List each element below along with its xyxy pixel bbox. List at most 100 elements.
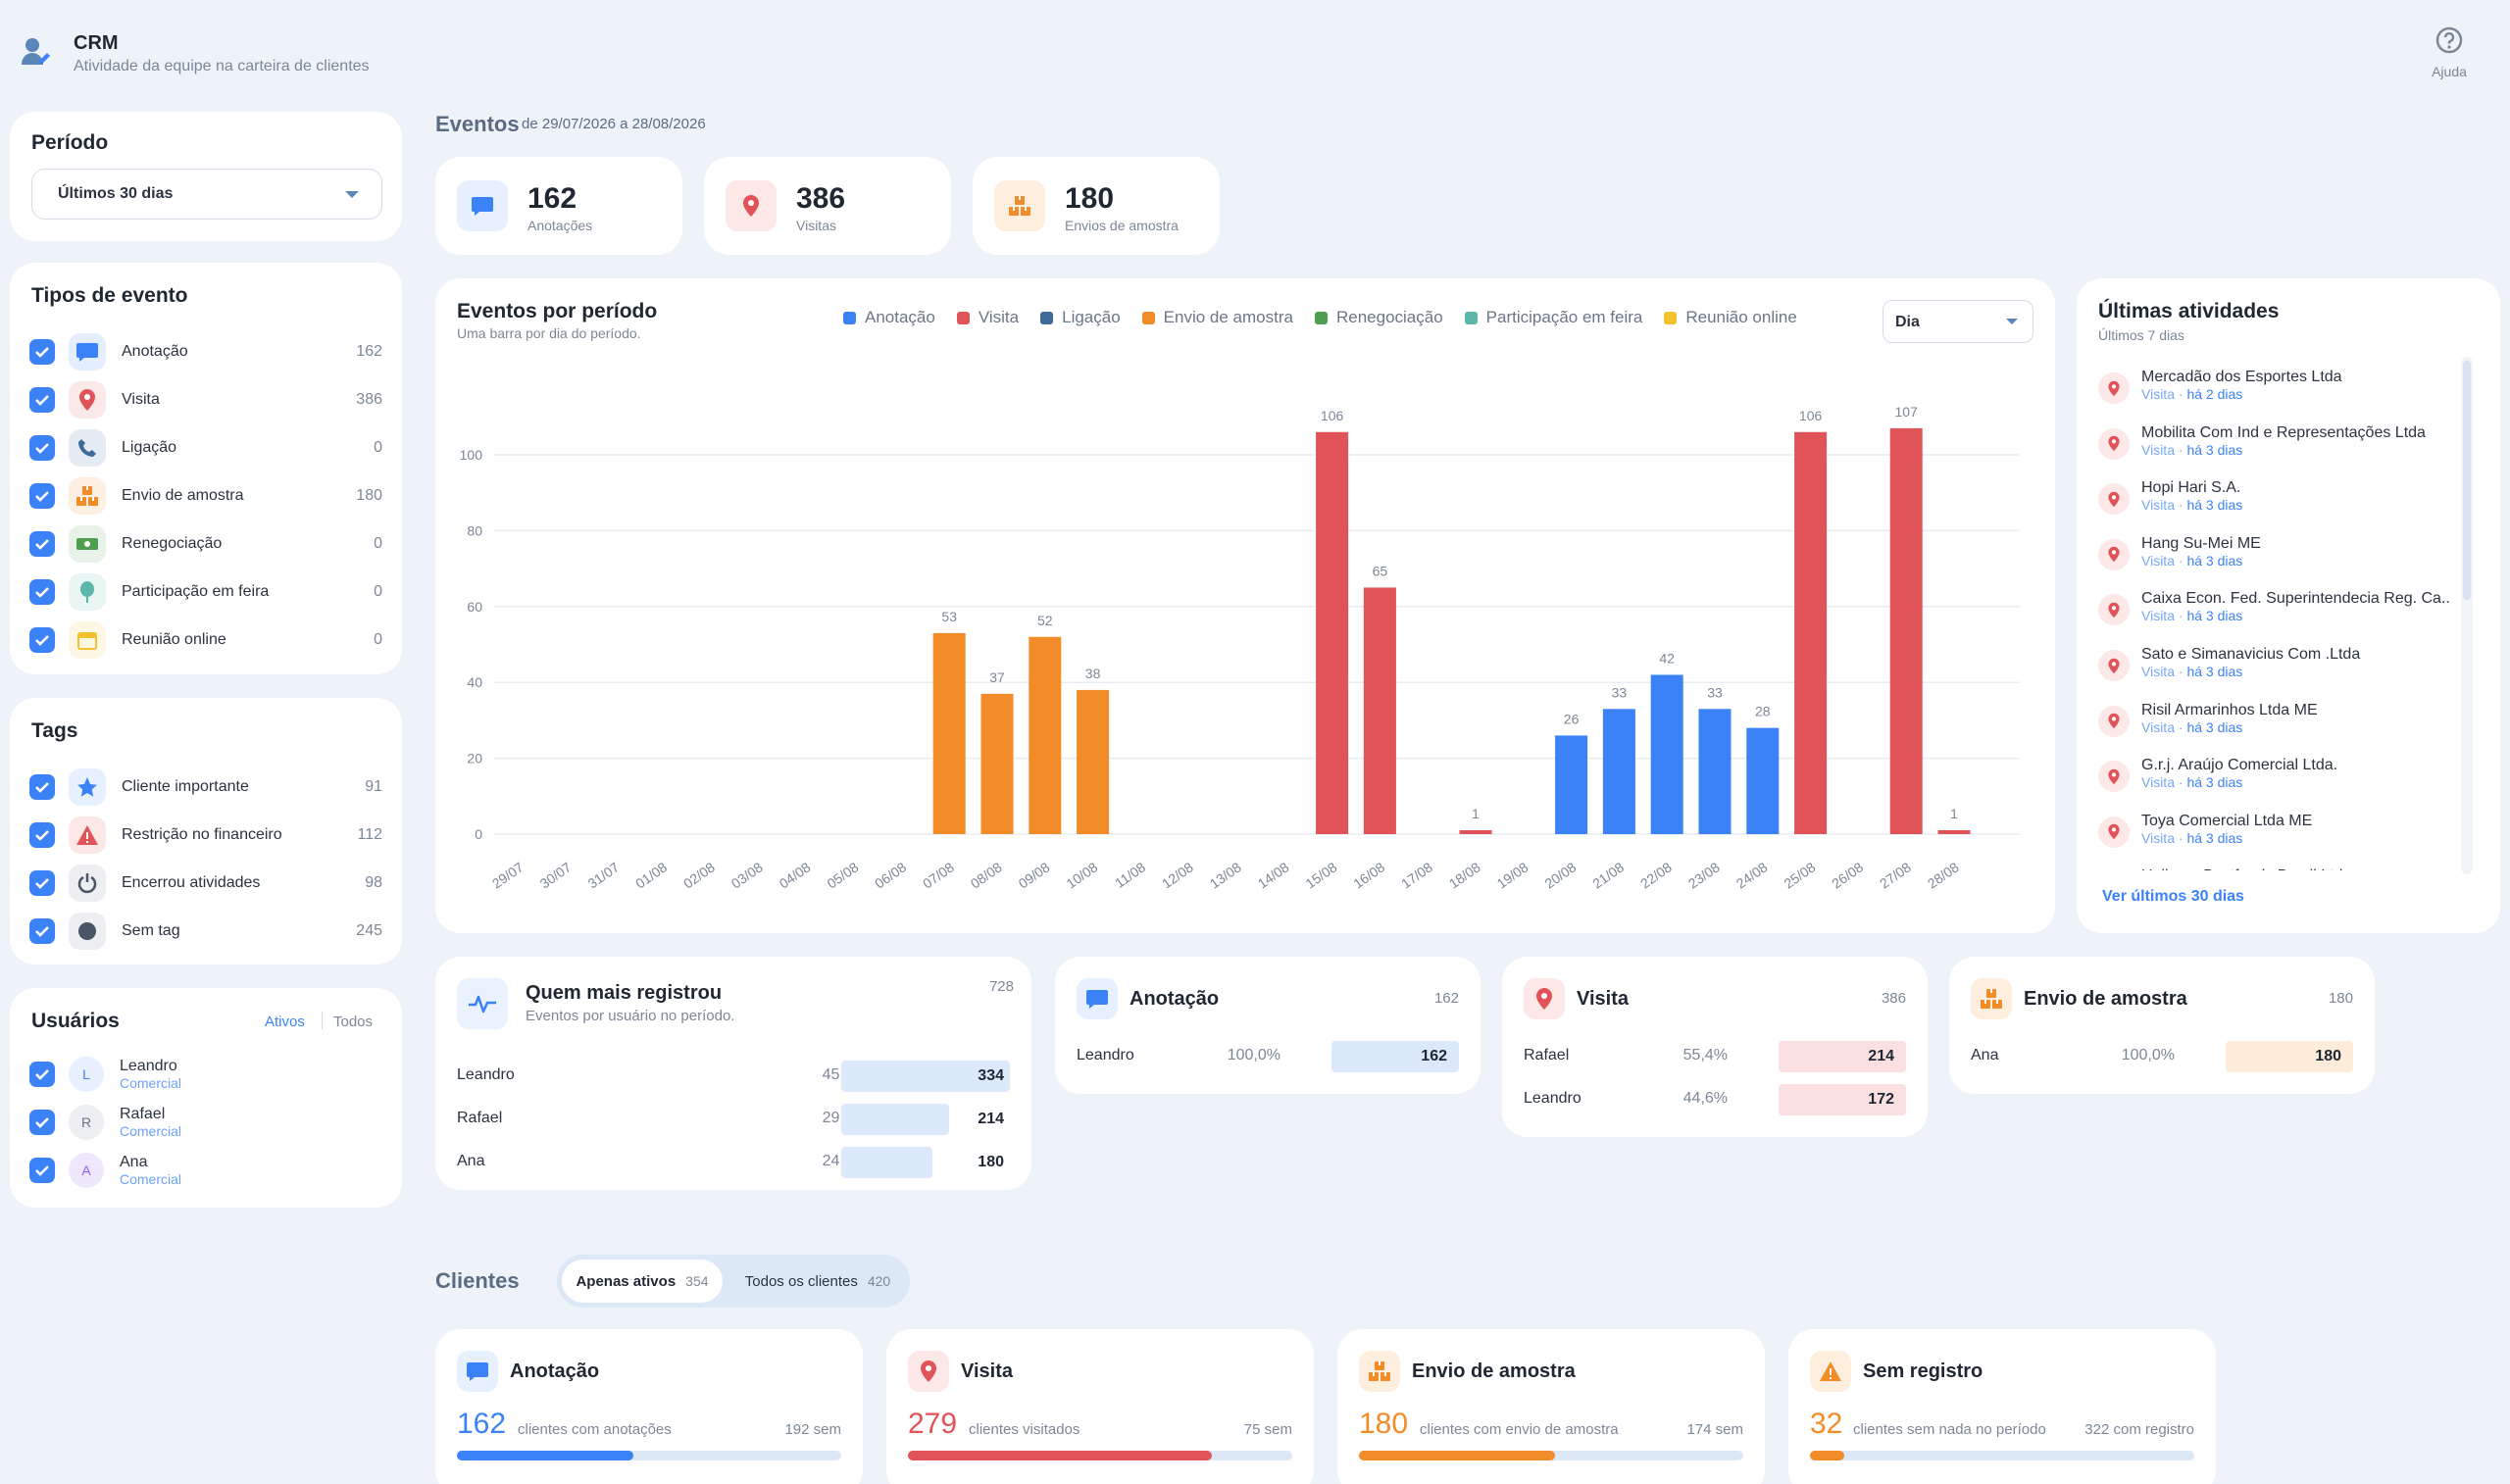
bar[interactable] xyxy=(1555,735,1588,834)
checkbox[interactable] xyxy=(29,1158,55,1183)
checkbox[interactable] xyxy=(29,483,55,509)
bar[interactable] xyxy=(1937,830,1971,834)
bar[interactable] xyxy=(980,693,1014,834)
checkbox[interactable] xyxy=(29,627,55,653)
activity-item[interactable]: Hang Su-Mei ME Visita · há 3 dias xyxy=(2098,535,2451,584)
tag-row[interactable]: Restrição no financeiro 112 xyxy=(29,816,382,854)
toggle-active-count: 354 xyxy=(685,1273,709,1289)
legend-item[interactable]: Anotação xyxy=(843,308,935,327)
legend-item[interactable]: Visita xyxy=(956,308,1019,327)
event-type-row[interactable]: Anotação 162 xyxy=(29,333,382,371)
event-type-row[interactable]: Reunião online 0 xyxy=(29,621,382,659)
cliente-card: Visita 279 clientes visitados 75 sem xyxy=(886,1329,1314,1484)
user-row[interactable]: L Leandro Comercial xyxy=(29,1055,382,1094)
activity-item[interactable]: Mercadão dos Esportes Ltda Visita · há 2… xyxy=(2098,369,2451,418)
kpi-card: 386 Visitas xyxy=(704,157,951,255)
periodo-select[interactable]: Últimos 30 dias xyxy=(31,169,382,220)
checkbox[interactable] xyxy=(29,531,55,557)
bar[interactable] xyxy=(1459,830,1492,834)
bar[interactable] xyxy=(1316,431,1349,834)
activity-item[interactable]: Mobilita Com Ind e Representações Ltda V… xyxy=(2098,424,2451,473)
scrollbar-thumb[interactable] xyxy=(2463,361,2471,600)
tag-row[interactable]: Cliente importante 91 xyxy=(29,768,382,806)
activity-client: Risil Armarinhos Ltda ME xyxy=(2141,701,2318,718)
tag-row[interactable]: Encerrou atividades 98 xyxy=(29,865,382,902)
activity-item[interactable]: Risil Armarinhos Ltda ME Visita · há 3 d… xyxy=(2098,702,2451,751)
activity-item[interactable]: G.r.j. Araújo Comercial Ltda. Visita · h… xyxy=(2098,757,2451,806)
bar-value-label: 106 xyxy=(1799,408,1823,423)
bar[interactable] xyxy=(1889,427,1923,834)
bar[interactable] xyxy=(1602,709,1635,834)
cliente-progress-fill xyxy=(908,1451,1212,1460)
tipo-card: Visita 386 Rafael 55,4% 214 Leandro 44,6%… xyxy=(1502,957,1928,1137)
bar[interactable] xyxy=(932,632,966,834)
legend-item[interactable]: Ligação xyxy=(1040,308,1121,327)
legend-item[interactable]: Envio de amostra xyxy=(1141,308,1293,327)
user-row[interactable]: R Rafael Comercial xyxy=(29,1103,382,1142)
event-type-row[interactable]: Ligação 0 xyxy=(29,429,382,467)
filter-todos[interactable]: Todos xyxy=(333,1014,374,1030)
legend-item[interactable]: Reunião online xyxy=(1664,308,1797,327)
activity-item[interactable]: Hopi Hari S.A. Visita · há 3 dias xyxy=(2098,479,2451,528)
event-type-count: 386 xyxy=(356,391,382,408)
bar[interactable] xyxy=(1077,689,1110,834)
ultimas-list[interactable]: Mercadão dos Esportes Ltda Visita · há 2… xyxy=(2077,357,2479,870)
checkbox[interactable] xyxy=(29,870,55,896)
checkbox[interactable] xyxy=(29,435,55,461)
event-type-row[interactable]: Participação em feira 0 xyxy=(29,573,382,611)
activity-when: há 3 dias xyxy=(2186,829,2243,846)
tag-row[interactable]: Sem tag 245 xyxy=(29,913,382,950)
event-type-label: Participação em feira xyxy=(122,583,270,600)
tipo-value: 180 xyxy=(2315,1048,2341,1064)
event-type-row[interactable]: Visita 386 xyxy=(29,381,382,419)
toggle-all-label: Todos os clientes xyxy=(744,1272,858,1290)
quem-bar xyxy=(841,1147,932,1178)
toggle-apenas-ativos[interactable]: Apenas ativos 354 xyxy=(562,1260,723,1303)
scrollbar-track[interactable] xyxy=(2461,357,2473,874)
activity-item[interactable]: Caixa Econ. Fed. Superintendecia Reg. Ca… xyxy=(2098,590,2451,639)
x-tick-label: 18/08 xyxy=(1446,859,1483,891)
help-button[interactable]: Ajuda xyxy=(2430,25,2469,79)
checkbox[interactable] xyxy=(29,1062,55,1087)
legend-item[interactable]: Participação em feira xyxy=(1464,308,1642,327)
x-tick-label: 08/08 xyxy=(968,859,1005,891)
ver-30-dias-link[interactable]: Ver últimos 30 dias xyxy=(2102,888,2244,905)
checkbox[interactable] xyxy=(29,579,55,605)
tipo-bar xyxy=(1779,1084,1906,1115)
cliente-card-desc: clientes com envio de amostra xyxy=(1420,1421,1619,1438)
bar[interactable] xyxy=(1029,636,1062,834)
user-row[interactable]: A Ana Comercial xyxy=(29,1151,382,1190)
legend-swatch xyxy=(1040,311,1054,324)
help-icon xyxy=(2435,26,2463,54)
activity-item[interactable]: Unilever Bestfoods Brasil Ltda xyxy=(2098,867,2451,870)
x-tick-label: 10/08 xyxy=(1063,859,1100,891)
legend-item[interactable]: Renegociação xyxy=(1314,308,1443,327)
event-type-row[interactable]: Renegociação 0 xyxy=(29,525,382,563)
granularity-select[interactable]: Dia xyxy=(1882,300,2033,343)
bar-value-label: 53 xyxy=(941,609,957,624)
user-role: Comercial xyxy=(120,1123,182,1139)
quem-value: 334 xyxy=(978,1067,1004,1084)
checkbox[interactable] xyxy=(29,822,55,848)
toggle-todos-clientes[interactable]: Todos os clientes 420 xyxy=(729,1260,906,1303)
cliente-card-side: 174 sem xyxy=(1686,1421,1743,1438)
filter-ativos[interactable]: Ativos xyxy=(265,1014,305,1030)
cliente-card: Envio de amostra 180 clientes com envio … xyxy=(1337,1329,1765,1484)
bar[interactable] xyxy=(1794,431,1828,834)
event-type-row[interactable]: Envio de amostra 180 xyxy=(29,477,382,515)
checkbox[interactable] xyxy=(29,387,55,413)
activity-item[interactable]: Sato e Simanavicius Com .Ltda Visita · h… xyxy=(2098,646,2451,695)
tag-label: Encerrou atividades xyxy=(122,874,261,891)
tipo-user: Ana xyxy=(1971,1047,1999,1064)
bar[interactable] xyxy=(1746,727,1780,834)
checkbox[interactable] xyxy=(29,1110,55,1135)
checkbox[interactable] xyxy=(29,774,55,800)
bar[interactable] xyxy=(1650,674,1683,834)
checkbox[interactable] xyxy=(29,339,55,365)
bar[interactable] xyxy=(1363,587,1396,834)
x-tick-label: 09/08 xyxy=(1016,859,1053,891)
y-tick-label: 100 xyxy=(460,447,483,463)
checkbox[interactable] xyxy=(29,918,55,944)
activity-item[interactable]: Toya Comercial Ltda ME Visita · há 3 dia… xyxy=(2098,813,2451,862)
bar[interactable] xyxy=(1698,709,1732,834)
